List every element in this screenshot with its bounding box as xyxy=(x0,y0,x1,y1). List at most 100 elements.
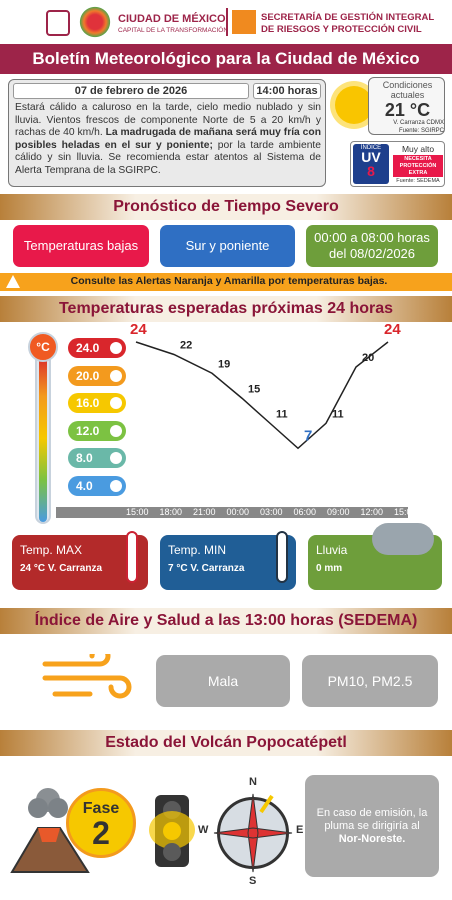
thermometer-icon: °C xyxy=(28,328,60,526)
air-section-title: Índice de Aire y Salud a las 13:00 horas… xyxy=(0,608,452,634)
uv-label-top: ÍNDICE xyxy=(360,145,382,151)
hours-axis: 15:00 18:00 21:00 00:00 03:00 06:00 09:00 12:00… xyxy=(56,507,417,518)
temp-label: 20 xyxy=(362,352,374,364)
compass-e: E xyxy=(296,824,304,836)
scale-dot xyxy=(110,369,122,382)
bulletin-text-a: Estará cálido a caluroso en la tarde, ci… xyxy=(15,102,321,139)
temperature-scale: 24.0 20.0 16.0 12.0 8.0 4.0 xyxy=(68,338,130,502)
scale-dot xyxy=(110,397,122,409)
hour-label: 21:00 xyxy=(193,507,216,517)
scale-pill-24.0: 24.0 xyxy=(68,338,126,358)
tmin-card: Temp. MIN 7 °C V. Carranza xyxy=(160,531,296,590)
sun-icon xyxy=(335,86,373,124)
scale-pill-12.0: 12.0 xyxy=(68,420,126,441)
hour-label: 15:00 xyxy=(126,507,149,517)
hour-label: 09:00 xyxy=(327,507,350,517)
volcano-icon xyxy=(10,788,90,873)
phase-label: Fase xyxy=(82,800,120,817)
scale-dot xyxy=(110,479,122,492)
hour-label: 03:00 xyxy=(260,507,283,517)
hot-thermometer-icon xyxy=(126,531,138,583)
hour-label: 00:00 xyxy=(226,507,250,517)
scale-pill-4.0: 4.0 xyxy=(68,475,126,496)
scale-dot xyxy=(110,342,122,354)
bulletin-box: 07 de febrero de 2026 14:00 horas Estará… xyxy=(8,79,326,187)
sgirpc-name-2: DE RIESGOS Y PROTECCIÓN CIVIL xyxy=(261,24,422,35)
volcano-section-title: Estado del Volcán Popocatépetl xyxy=(0,730,452,756)
hour-label: 18:00 xyxy=(159,507,183,517)
rain-card: Lluvia 0 mm xyxy=(308,523,442,590)
tmin-value: 7 °C V. Carranza xyxy=(168,563,245,574)
temp-label: 7 xyxy=(304,427,312,444)
yellow-light xyxy=(163,822,181,840)
tmax-card: Temp. MAX 24 °C V. Carranza xyxy=(12,531,148,590)
scale-pill-20.0: 20.0 xyxy=(68,365,126,386)
conditions-station: V. Carranza CDMX xyxy=(393,120,444,126)
rain-value: 0 mm xyxy=(316,563,343,574)
temp-label: 24 xyxy=(384,322,401,338)
temp-label: 19 xyxy=(218,358,230,370)
cdmx-name: CIUDAD DE MÉXICO xyxy=(118,13,226,25)
uv-box: ÍNDICE UV 8 Muy alto NECESITA PROTECCIÓN… xyxy=(350,141,445,187)
temperature-chart: 24 22 19 15 11 7 11 20 24 xyxy=(130,322,401,450)
hour-label: 15:00 xyxy=(394,507,417,517)
temps-section-title: Temperaturas esperadas próximas 24 horas xyxy=(0,296,452,322)
uv-index-badge: ÍNDICE UV 8 xyxy=(353,144,389,184)
compass-n: N xyxy=(249,776,257,788)
scale-dot xyxy=(110,424,122,437)
sgirpc-logo-icon xyxy=(232,10,256,34)
zone-pill: Sur y poniente xyxy=(160,225,295,267)
tmin-label: Temp. MIN xyxy=(168,543,227,557)
conditions-label: Condiciones actuales xyxy=(382,80,433,100)
bulletin-text-b: La madrugada de mañana será muy fría con… xyxy=(15,127,321,151)
tmax-label: Temp. MAX xyxy=(20,543,83,557)
hour-label: 12:00 xyxy=(360,507,384,517)
compass-w: W xyxy=(198,824,209,836)
cdmx-slogan: CAPITAL DE LA TRANSFORMACIÓN xyxy=(118,27,229,34)
wind-icon xyxy=(42,654,132,699)
conditions-box: Condiciones actuales 21 °C V. Carranza C… xyxy=(368,77,445,135)
pollutant-box: PM10, PM2.5 xyxy=(302,655,438,707)
temp-label: 11 xyxy=(332,408,344,420)
scale-dot xyxy=(110,452,122,464)
thermometer-fill xyxy=(39,354,47,522)
header: CIUDAD DE MÉXICO CAPITAL DE LA TRANSFORM… xyxy=(0,0,452,44)
rain-cloud-icon xyxy=(372,523,434,555)
plume-box: En caso de emisión, la pluma se dirigirí… xyxy=(305,775,439,877)
plume-text: En caso de emisión, la pluma se dirigirí… xyxy=(316,806,428,832)
uv-advice: NECESITA PROTECCIÓN EXTRA xyxy=(393,155,443,177)
warning-icon xyxy=(6,275,20,288)
thermometer-bulb: °C xyxy=(28,332,58,362)
scale-pill-8.0: 8.0 xyxy=(68,448,126,468)
bulletin-date: 07 de febrero de 2026 xyxy=(13,83,249,99)
conditions-temp: 21 °C xyxy=(384,100,431,120)
severe-section-title: Pronóstico de Tiempo Severo xyxy=(0,194,452,220)
temperature-line xyxy=(135,341,389,450)
sgirpc-name-1: SECRETARÍA DE GESTIÓN INTEGRAL xyxy=(261,12,435,23)
phase-value: 2 xyxy=(92,815,110,851)
compass-rose xyxy=(213,793,293,873)
scale-pill-16.0: 16.0 xyxy=(68,393,126,413)
uv-label: UV xyxy=(361,149,381,165)
traffic-light-icon xyxy=(149,795,195,867)
hour-label: 06:00 xyxy=(293,507,317,517)
uv-source: Fuente: SEDEMA xyxy=(396,178,440,184)
page-title: Boletín Meteorológico para la Ciudad de … xyxy=(0,44,452,74)
tmax-value: 24 °C V. Carranza xyxy=(20,563,103,574)
compass-icon xyxy=(212,792,294,874)
air-quality-box: Mala xyxy=(156,655,290,707)
temp-label: 15 xyxy=(248,383,260,395)
cold-thermometer-icon xyxy=(276,531,288,583)
rain-label: Lluvia xyxy=(316,543,348,557)
cdmx-logo-icon xyxy=(46,10,70,36)
plume-direction: Nor-Noreste. xyxy=(338,832,406,845)
temp-label: 22 xyxy=(180,340,192,352)
temp-label: 11 xyxy=(276,408,288,420)
uv-value: 8 xyxy=(367,163,375,179)
header-divider xyxy=(226,8,228,36)
conditions-source: Fuente: SGIRPC xyxy=(398,128,444,134)
flower-emblem-icon xyxy=(78,4,112,40)
bulletin-text: Estará cálido a caluroso en la tarde, ci… xyxy=(15,102,321,178)
phenomenon-pill: Temperaturas bajas xyxy=(13,225,149,267)
alert-bar: Consulte las Alertas Naranja y Amarilla … xyxy=(0,273,452,291)
